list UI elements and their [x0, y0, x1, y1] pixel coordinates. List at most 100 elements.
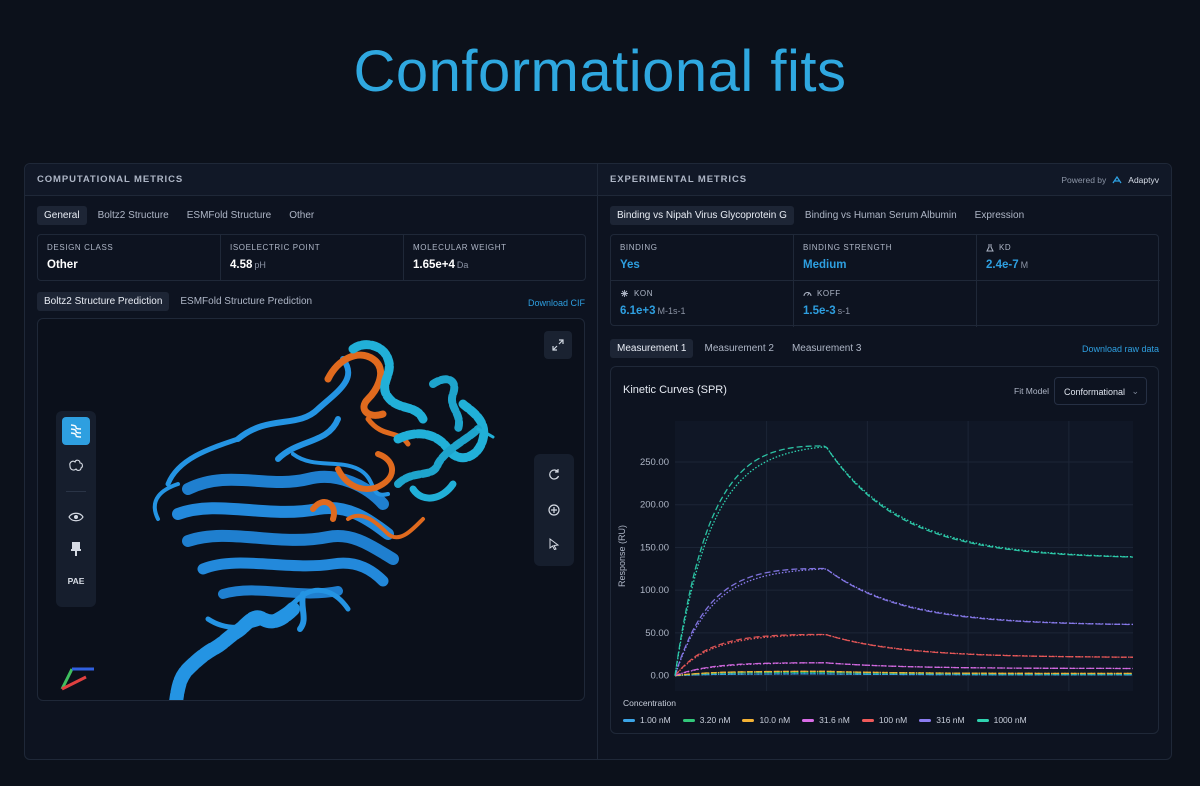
gauge-icon [803, 292, 812, 297]
legend-item[interactable]: 316 nM [919, 715, 965, 725]
legend-swatch [802, 719, 815, 723]
metric-value: 1.65e+4 Da [413, 259, 469, 271]
metric-kd: KD 2.4e-7 M [977, 235, 1160, 281]
legend-swatch [742, 719, 755, 723]
protein-structure-render [60, 340, 495, 700]
metric-value: 2.4e-7 M [986, 259, 1029, 271]
y-tick-label: 250.00 [640, 457, 669, 468]
y-tick-label: 100.00 [640, 585, 669, 596]
legend-item[interactable]: 1.00 nM [623, 715, 671, 725]
helix-icon [70, 424, 82, 438]
toolbar-divider [66, 491, 86, 492]
legend-item[interactable]: 1000 nM [976, 715, 1027, 725]
metric-label: KOFF [803, 289, 967, 298]
metric-label: BINDING [620, 243, 658, 252]
metric-label: DESIGN CLASS [47, 243, 114, 252]
select-mode-button[interactable] [540, 530, 568, 558]
series-fit-1000nM [674, 445, 1134, 676]
tab-measurement-2[interactable]: Measurement 2 [704, 343, 774, 354]
metric-koff: KOFF 1.5e-3 s-1 [794, 281, 977, 327]
legend-label: 3.20 nM [699, 715, 731, 725]
plot-background [675, 421, 1133, 691]
legend-swatch [861, 719, 874, 723]
metric-empty [977, 281, 1160, 327]
metric-label: KD [986, 243, 1151, 252]
refresh-icon [549, 469, 560, 480]
y-tick-label: 150.00 [640, 542, 669, 553]
series-data-100nM [674, 633, 1134, 677]
tab-boltz2-prediction[interactable]: Boltz2 Structure Prediction [37, 292, 170, 311]
y-axis-label: Response (RU) [617, 525, 627, 587]
expand-icon [552, 339, 564, 351]
computational-header-label: COMPUTATIONAL METRICS [37, 174, 184, 185]
visibility-button[interactable] [62, 503, 90, 531]
color-brush-button[interactable] [62, 535, 90, 563]
adaptyv-logo-icon [1112, 175, 1122, 183]
legend-swatch [919, 719, 932, 723]
kinetic-chart-card: Kinetic Curves (SPR) Fit Model Conformat… [610, 366, 1159, 734]
tab-boltz2-structure[interactable]: Boltz2 Structure [97, 210, 169, 221]
experimental-header: EXPERIMENTAL METRICS Powered by Adaptyv [598, 164, 1171, 196]
legend-title: Concentration [623, 698, 676, 708]
main-frame: COMPUTATIONAL METRICS General Boltz2 Str… [24, 163, 1172, 760]
legend-label: 1.00 nM [640, 715, 671, 725]
tab-nipah-binding[interactable]: Binding vs Nipah Virus Glycoprotein G [610, 206, 794, 225]
computational-tabs: General Boltz2 Structure ESMFold Structu… [37, 206, 321, 225]
metric-binding-strength: BINDING STRENGTH Medium [794, 235, 977, 281]
viewer-right-toolbar [534, 454, 574, 566]
reset-view-button[interactable] [540, 460, 568, 488]
center-button[interactable] [540, 496, 568, 524]
y-tick-label: 50.00 [645, 628, 669, 639]
cartoon-mode-button[interactable] [62, 417, 90, 445]
legend-item[interactable]: 100 nM [861, 715, 908, 725]
download-cif-link[interactable]: Download CIF [527, 298, 585, 308]
tab-other[interactable]: Other [289, 210, 315, 221]
computational-pane: COMPUTATIONAL METRICS General Boltz2 Str… [25, 164, 598, 759]
tab-hsa-binding[interactable]: Binding vs Human Serum Albumin [804, 210, 957, 221]
surface-mode-button[interactable] [62, 451, 90, 479]
metric-value: Medium [803, 259, 847, 271]
metric-label: MOLECULAR WEIGHT [413, 243, 507, 252]
legend-label: 316 nM [936, 715, 965, 725]
tab-esmfold-structure[interactable]: ESMFold Structure [186, 210, 272, 221]
pae-button[interactable]: PAE [67, 576, 85, 586]
computational-metrics: DESIGN CLASS Other ISOELECTRIC POINT 4.5… [37, 234, 586, 281]
metric-molecular-weight: MOLECULAR WEIGHT 1.65e+4 Da [404, 235, 587, 280]
powered-by-label: Powered by [1061, 174, 1107, 185]
tab-measurement-1[interactable]: Measurement 1 [610, 339, 694, 358]
metric-value: 1.5e-3 s-1 [803, 305, 851, 317]
legend-item[interactable]: 31.6 nM [802, 715, 850, 725]
legend-item[interactable]: 3.20 nM [682, 715, 731, 725]
structure-viewer[interactable]: PAE [37, 318, 585, 701]
kinetic-chart[interactable]: 0.00 50.00 100.00 150.00 200.00 250.00 Respons… [611, 407, 1158, 697]
eye-icon [68, 512, 84, 522]
tab-esmfold-prediction[interactable]: ESMFold Structure Prediction [180, 296, 313, 307]
chart-legend: 1.00 nM 3.20 nM 10.0 nM 31.6 nM 100 nM 316 nM… [623, 715, 1027, 725]
adaptyv-brand[interactable]: Adaptyv [1128, 174, 1159, 185]
axes-gizmo [60, 667, 94, 691]
paintbrush-icon [71, 542, 81, 556]
cursor-icon [549, 538, 560, 550]
measurement-tabs: Measurement 1 Measurement 2 Measurement … [610, 339, 868, 358]
fit-model-label: Fit Model [1014, 386, 1049, 396]
structure-tabs: Boltz2 Structure Prediction ESMFold Stru… [37, 292, 319, 311]
tab-expression[interactable]: Expression [974, 210, 1025, 221]
experimental-metrics: BINDING Yes BINDING STRENGTH Medium KD 2… [610, 234, 1160, 327]
legend-label: 100 nM [878, 715, 908, 725]
tab-general[interactable]: General [37, 206, 87, 225]
viewer-left-toolbar: PAE [56, 411, 96, 607]
series-fit-316nM [674, 662, 1133, 677]
legend-label: 31.6 nM [819, 715, 850, 725]
metric-label: KON [620, 289, 784, 298]
legend-swatch [976, 719, 989, 723]
fit-model-select[interactable]: Conformational ⌄ [1054, 377, 1147, 405]
fit-model-value: Conformational [1064, 387, 1126, 397]
tab-measurement-3[interactable]: Measurement 3 [791, 343, 862, 354]
series-fit-100nM [674, 670, 1134, 677]
download-raw-data-link[interactable]: Download raw data [1081, 344, 1159, 354]
legend-item[interactable]: 10.0 nM [742, 715, 790, 725]
expand-button[interactable] [544, 331, 572, 359]
legend-swatch [682, 719, 695, 723]
metric-value: Yes [620, 259, 640, 271]
hero-title: Conformational fits [353, 39, 847, 104]
